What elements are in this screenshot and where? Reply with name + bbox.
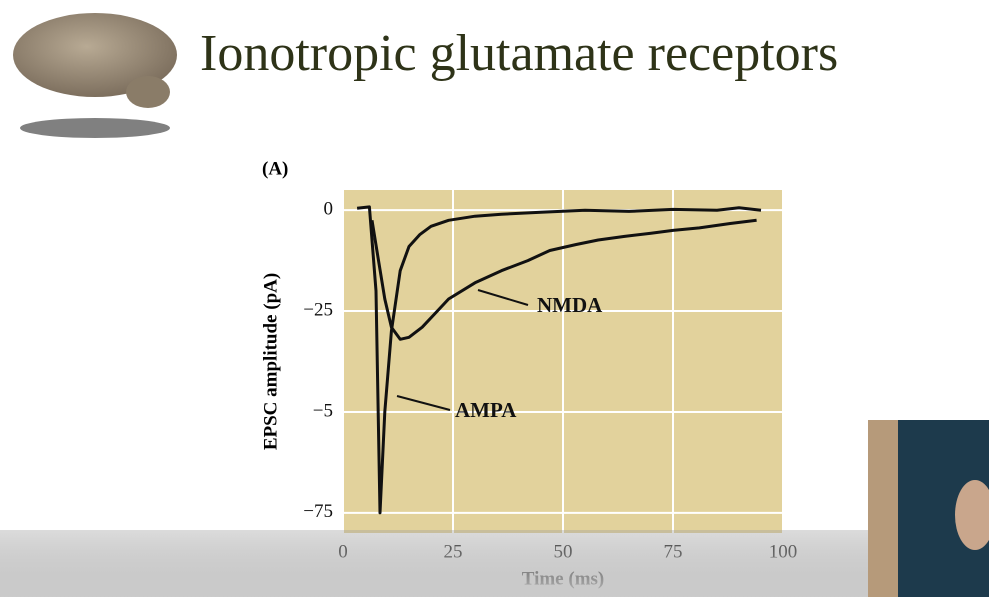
series-label: NMDA <box>537 293 603 317</box>
y-axis-title: EPSC amplitude (pA) <box>260 273 281 450</box>
series-line <box>370 218 757 341</box>
slide-title: Ionotropic glutamate receptors <box>200 25 838 82</box>
chart: 0−25−5−750255075100Time (ms)EPSC amplitu… <box>260 158 797 589</box>
brain-logo <box>13 13 177 138</box>
y-tick-label: 0 <box>324 199 334 220</box>
y-tick-label: −5 <box>313 400 333 421</box>
leader-line <box>396 395 451 411</box>
player-bar <box>0 530 989 597</box>
leader-line <box>477 289 529 306</box>
y-tick-label: −75 <box>303 501 333 522</box>
y-tick-label: −25 <box>303 299 333 320</box>
series-line <box>356 205 762 515</box>
webcam <box>868 420 989 597</box>
series-label: AMPA <box>455 398 517 422</box>
panel-label: (A) <box>262 158 288 179</box>
